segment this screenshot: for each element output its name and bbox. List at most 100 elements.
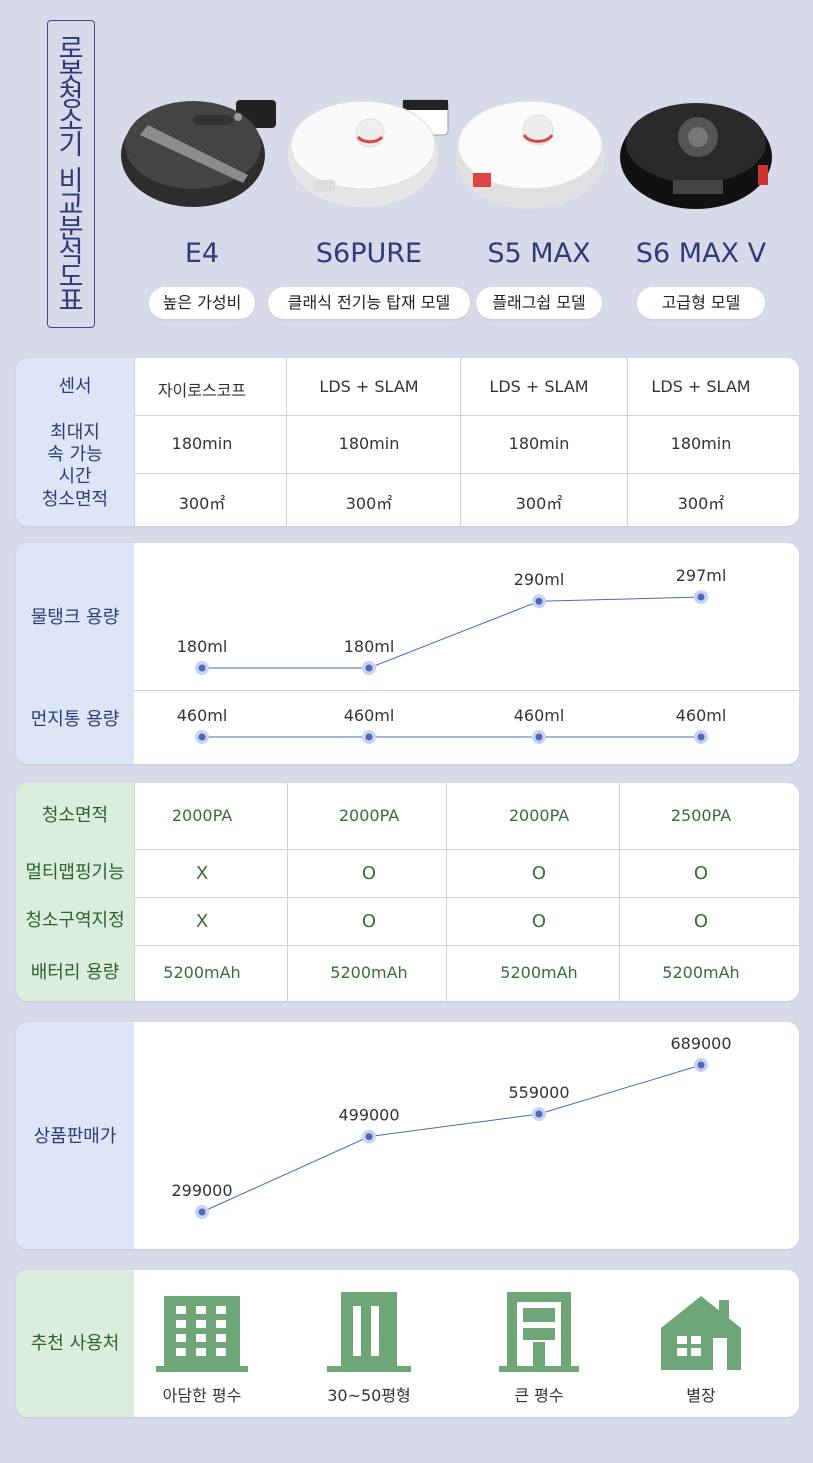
data-point	[365, 664, 373, 672]
title-char: 분	[58, 214, 84, 245]
model-tag-badge: 높은 가성비	[149, 287, 255, 319]
feature-cell: X	[195, 863, 209, 884]
data-point	[697, 1061, 705, 1069]
model-name: S5 MAX	[487, 238, 591, 269]
data-label: 460ml	[177, 706, 228, 725]
price-label-column	[16, 1022, 134, 1249]
column-divider	[287, 783, 288, 1001]
spec-cell: 300㎡	[515, 493, 563, 513]
feature-cell: O	[531, 911, 547, 932]
data-label: 180ml	[344, 637, 395, 656]
robot-s6maxv-image	[620, 103, 772, 209]
capacity-label-column	[16, 543, 134, 764]
capacity-chart: 180ml 180ml 290ml 297ml 460ml 460ml 460ml 460ml	[177, 566, 727, 744]
series-line	[202, 596, 702, 669]
feature-row-label: 청소구역지정	[25, 910, 125, 931]
feature-cell: O	[693, 911, 709, 932]
usage-label: 추천 사용처	[30, 1333, 120, 1354]
water-tank-label: 물탱크 용량	[30, 607, 120, 628]
spec-cell: 180min	[670, 434, 732, 453]
capacity-divider	[134, 690, 799, 691]
column-divider	[460, 358, 461, 526]
title-char: 비	[58, 166, 84, 197]
spec-cell: LDS + SLAM	[319, 376, 419, 396]
capacity-card: 물탱크 용량 먼지통 용량 180ml 180ml 290ml 297ml 460ml 4…	[16, 543, 799, 764]
feature-cell: 5200mAh	[662, 963, 740, 982]
dust-bin-label: 먼지통 용량	[30, 709, 120, 730]
feature-card: 청소면적 2000PA 2000PA 2000PA 2500PA 멀티맵핑기능 X O O O 청소…	[16, 783, 799, 1001]
feature-cell: 5200mAh	[330, 963, 408, 982]
spec-row-label: 청소면적	[41, 488, 109, 510]
title-char: 교	[58, 190, 84, 221]
price-card: 상품판매가 299000 499000 559000 689000	[16, 1022, 799, 1249]
spec-cell: 180min	[171, 434, 233, 453]
spec-cell: 180min	[508, 434, 570, 453]
feature-cell: 2500PA	[670, 806, 732, 825]
data-label: 290ml	[514, 570, 565, 589]
row-divider	[134, 897, 799, 898]
feature-cell: O	[693, 863, 709, 884]
title-char: 로	[58, 34, 84, 65]
usage-item-label: 큰 평수	[514, 1386, 564, 1405]
feature-row-label: 멀티맵핑기능	[25, 862, 125, 883]
tall-building-icon	[499, 1292, 579, 1372]
column-divider	[627, 358, 628, 526]
data-label: 460ml	[514, 706, 565, 725]
spec-cell: LDS + SLAM	[489, 376, 589, 396]
data-point	[198, 733, 206, 741]
data-label: 299000	[171, 1181, 232, 1200]
feature-cell: X	[195, 911, 209, 932]
model-name: E4	[184, 238, 220, 269]
column-divider	[286, 358, 287, 526]
feature-cell: O	[361, 863, 377, 884]
spec-cell: 180min	[338, 434, 400, 453]
data-label: 297ml	[676, 566, 727, 585]
data-label: 460ml	[344, 706, 395, 725]
product-images	[121, 99, 772, 209]
data-point	[198, 1208, 206, 1216]
spec-row-label: 최대지속 가능시간	[47, 422, 103, 487]
model-name: S6 MAX V	[635, 238, 767, 269]
data-point	[535, 733, 543, 741]
title-char: 기	[58, 130, 84, 161]
price-chart: 299000 499000 559000 689000	[171, 1034, 732, 1219]
feature-cell: O	[361, 911, 377, 932]
data-point	[365, 1133, 373, 1141]
data-point	[535, 597, 543, 605]
title-char: 표	[58, 286, 84, 317]
feature-cell: 2000PA	[338, 806, 400, 825]
feature-label-column	[16, 783, 134, 1001]
title-char: 석	[58, 238, 84, 269]
data-label: 460ml	[676, 706, 727, 725]
column-divider	[619, 783, 620, 1001]
data-point	[697, 733, 705, 741]
data-label: 559000	[508, 1083, 569, 1102]
model-tag-badge: 플래그쉽 모델	[476, 287, 602, 319]
data-label: 180ml	[177, 637, 228, 656]
data-point	[535, 1110, 543, 1118]
robot-s6pure-image	[288, 99, 449, 207]
usage-label-column	[16, 1270, 134, 1417]
title-char: 소	[58, 106, 84, 137]
column-divider	[446, 783, 447, 1001]
house-icon	[661, 1296, 741, 1370]
data-label: 499000	[338, 1106, 399, 1125]
data-label: 689000	[670, 1034, 731, 1053]
row-divider	[134, 415, 799, 416]
column-divider	[134, 358, 135, 526]
price-label: 상품판매가	[33, 1126, 117, 1147]
feature-row-label: 청소면적	[41, 805, 109, 826]
spec-row-label: 센서	[58, 375, 92, 397]
office-building-icon	[327, 1292, 411, 1372]
spec-cell: LDS + SLAM	[651, 376, 751, 396]
usage-item-label: 별장	[686, 1386, 716, 1405]
spec-cell: 300㎡	[178, 493, 226, 513]
spec-cell: 300㎡	[677, 493, 725, 513]
feature-cell: O	[531, 863, 547, 884]
spec-label-column	[16, 358, 134, 526]
spec-card: 센서 자이로스코프 LDS + SLAM LDS + SLAM LDS + SLAM 최대…	[16, 358, 799, 526]
usage-item-label: 아담한 평수	[162, 1386, 242, 1405]
feature-cell: 2000PA	[508, 806, 570, 825]
apartment-icon	[156, 1296, 248, 1372]
